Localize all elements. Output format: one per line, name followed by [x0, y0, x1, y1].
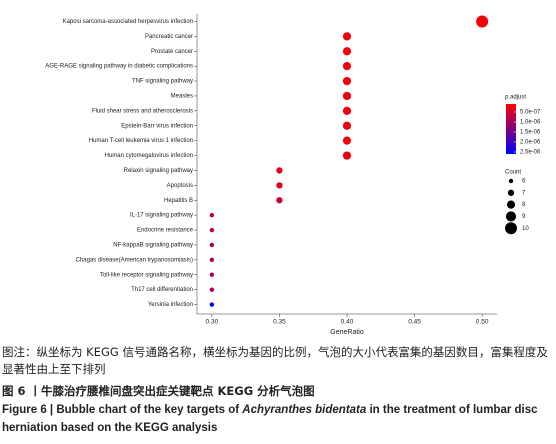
y-tick-label: Hepatitis B [164, 198, 193, 204]
y-tick-label: NF-kappaB signaling pathway [113, 243, 193, 249]
bubble [209, 287, 215, 292]
color-tick-label: 2.5e-06 [520, 150, 541, 156]
y-tick-label: Fluid shear stress and atherosclerosis [92, 108, 193, 114]
size-tick-label: 6 [522, 179, 526, 185]
y-tick-label: Human cytomegalovirus infection [105, 153, 193, 159]
caption-note: 图注：纵坐标为 KEGG 信号通路名称，横坐标为基因的比例，气泡的大小代表富集的… [2, 345, 548, 376]
bubble [342, 62, 352, 71]
y-tick-label: Measles [171, 94, 193, 100]
y-tick-label: Apoptosis [167, 183, 193, 189]
caption-title-cn: 图 6 丨牛膝治疗腰椎间盘突出症关键靶点 KEGG 分析气泡图 [2, 384, 315, 398]
size-key [505, 211, 517, 222]
size-legend-title: Count [505, 170, 521, 176]
x-tick-label: 0.50 [476, 319, 489, 326]
y-tick-label: Chagas disease(American trypanosomiasis) [76, 257, 193, 263]
color-tick-label: 2.0e-06 [520, 140, 541, 146]
x-tick-label: 0.30 [206, 319, 219, 326]
y-tick-label: Yersinia infection [148, 302, 193, 308]
bubble [276, 197, 283, 204]
bubble [342, 106, 352, 115]
x-tick-label: 0.40 [341, 319, 354, 326]
x-axis-label: GeneRatio [330, 329, 364, 336]
bubble [342, 32, 352, 41]
y-tick-label: Human T-cell leukemia virus 1 infection [89, 138, 193, 144]
color-tick-label: 1.5e-06 [520, 130, 541, 136]
size-key [507, 189, 515, 196]
size-tick-label: 9 [522, 214, 526, 220]
size-key [505, 222, 517, 235]
bubble [342, 121, 352, 130]
color-bar [506, 104, 516, 154]
caption-title-en: Figure 6 | Bubble chart of the key targe… [2, 401, 550, 437]
bubble [476, 15, 489, 28]
caption: 图注：纵坐标为 KEGG 信号通路名称，横坐标为基因的比例，气泡的大小代表富集的… [2, 344, 550, 437]
size-tick-label: 7 [522, 190, 526, 196]
y-tick-label: TNF signaling pathway [132, 79, 193, 85]
y-tick-label: Relaxin signaling pathway [124, 168, 193, 174]
y-tick-label: AGE-RAGE signaling pathway in diabetic c… [45, 64, 193, 70]
y-tick-label: IL-17 signaling pathway [130, 213, 193, 219]
x-tick-label: 0.35 [273, 319, 286, 326]
bubble [209, 227, 215, 233]
y-tick-label: Epstein-Barr virus infection [121, 123, 193, 129]
bubble [276, 182, 283, 189]
caption-text: Figure 6 | Bubble chart of the key targe… [2, 404, 243, 416]
bubble [209, 212, 215, 218]
size-key [506, 200, 516, 209]
color-tick-label: 1.0e-06 [520, 120, 541, 126]
size-key [508, 178, 514, 184]
y-tick-label: Toll-like receptor signaling pathway [100, 272, 193, 278]
size-tick-label: 8 [522, 202, 526, 208]
bubble [209, 257, 215, 263]
bubble [209, 272, 215, 277]
size-tick-label: 10 [522, 226, 529, 232]
x-tick-label: 0.45 [408, 319, 421, 326]
y-tick-label: Endocrine resistance [137, 228, 194, 234]
color-tick-label: 5.0e-07 [520, 110, 541, 116]
caption-text: in the treatment of lumbar disc herniati… [2, 404, 538, 434]
y-tick-label: Kaposi sarcoma-associated herpesvirus in… [63, 19, 193, 25]
bubble [342, 47, 352, 56]
color-legend-title: p.adjust [505, 95, 526, 101]
y-tick-label: Th17 cell differentiation [131, 287, 193, 293]
species-name: Achyranthes bidentata [242, 404, 367, 416]
bubble [209, 242, 215, 248]
y-tick-label: Pancreatic cancer [145, 34, 193, 40]
bubble [342, 136, 352, 145]
bubble [342, 76, 352, 86]
bubble [342, 91, 352, 101]
bubble [342, 151, 352, 160]
bubble [209, 302, 215, 307]
bubble [276, 167, 283, 174]
y-tick-label: Prostate cancer [151, 49, 193, 55]
chart: GeneRatio p.adjust Count 0.30 0.35 0.40 0.4… [45, 14, 541, 336]
